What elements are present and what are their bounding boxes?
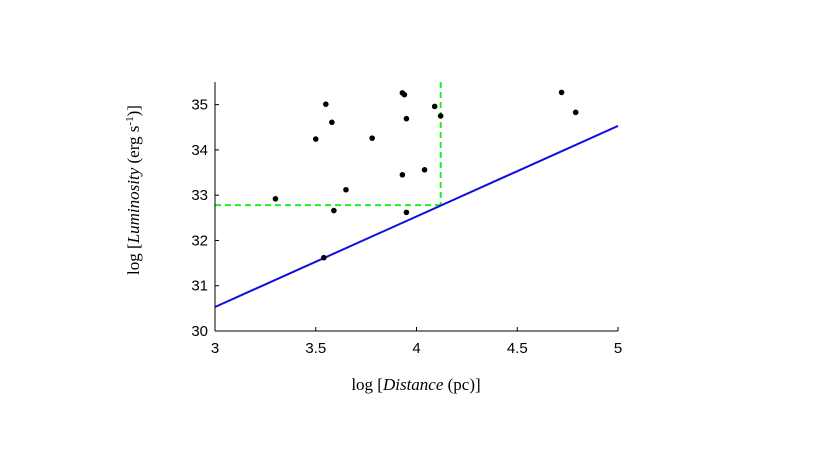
data-point-5 [329,119,335,126]
y-tick-label-5: 34 [191,142,208,159]
x-axis-title-suffix: (pc)] [443,375,480,394]
data-point-3 [321,254,327,261]
x-tick-label-3: 4 [412,340,420,357]
data-point-4 [323,101,329,107]
y-axis-title-end: )] [124,105,143,116]
data-point-14 [421,167,428,173]
x-axis-title-italic: Distance [382,375,444,394]
data-point-15 [431,103,438,110]
x-axis-title: log [Distance (pc)] [351,375,480,394]
data-point-1 [272,196,279,202]
data-point-13 [403,209,410,216]
data-point-17 [558,89,565,96]
x-tick-label-1: 3 [211,340,219,357]
data-point-12 [403,115,410,122]
data-point-8 [369,135,375,141]
data-point-16 [437,113,444,119]
y-tick-label-2: 31 [191,278,208,295]
y-tick-label-6: 35 [191,97,208,114]
x-tick-label-2: 3.5 [305,340,326,357]
data-point-18 [572,109,579,116]
y-tick-label-3: 32 [191,232,208,249]
data-point-11 [399,172,406,178]
x-axis-title-prefix: log [ [351,375,383,394]
data-point-7 [343,186,349,193]
y-tick-label-4: 33 [191,187,208,204]
data-point-10 [401,91,408,98]
x-tick-label-5: 5 [614,340,622,357]
limit-line [214,125,619,308]
data-point-2 [312,136,319,142]
plot-area [214,82,619,308]
y-axis-title-unit: (erg s [124,126,143,168]
y-axis-title-italic: Luminosity [124,167,143,244]
y-axis-title-superscript: -1 [124,116,136,125]
y-axis-title: log [Luminosity (erg s-1)] [124,105,143,275]
data-point-6 [331,207,337,214]
y-axis-title-prefix: log [ [124,243,143,275]
x-tick-label-4: 4.5 [507,340,528,357]
axes: 3 3.5 4 4.5 5 30 31 32 33 34 35 [191,82,622,357]
y-tick-label-1: 30 [191,323,208,340]
